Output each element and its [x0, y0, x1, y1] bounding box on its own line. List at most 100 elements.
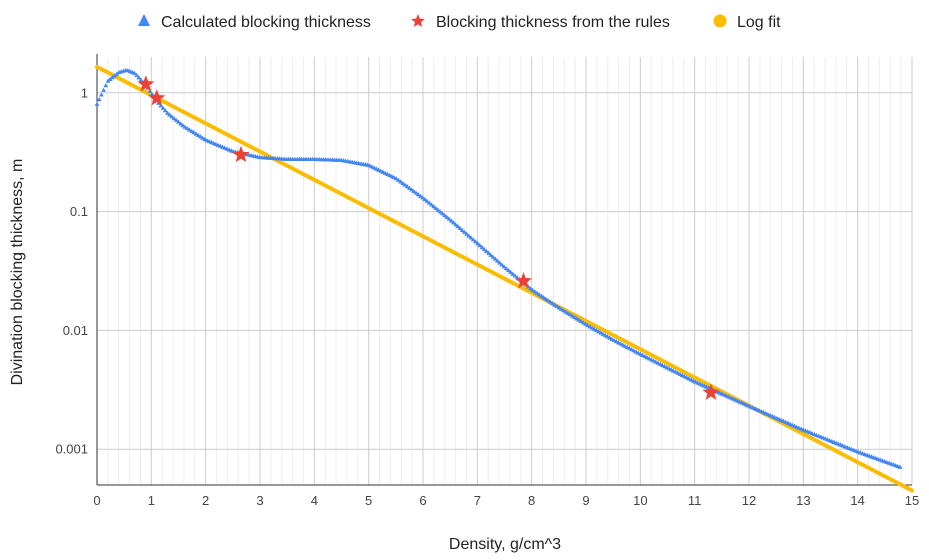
data-point: [512, 273, 518, 278]
data-point: [148, 89, 166, 106]
data-point: [508, 269, 513, 274]
y-tick-label: 1: [81, 85, 88, 100]
data-point: [495, 258, 500, 263]
data-point: [501, 264, 507, 269]
x-tick-label: 10: [633, 493, 647, 508]
x-tick-label: 7: [474, 493, 481, 508]
data-point: [497, 260, 502, 265]
data-point: [552, 302, 557, 307]
data-point: [448, 218, 454, 223]
x-tick-label: 0: [93, 493, 100, 508]
data-point: [446, 216, 452, 221]
data-point: [536, 292, 542, 297]
data-point: [490, 254, 496, 259]
data-point: [134, 72, 139, 77]
data-point: [418, 193, 423, 198]
circle-icon: [713, 14, 727, 28]
data-point: [137, 75, 155, 92]
data-point: [486, 250, 491, 255]
data-point: [440, 211, 445, 216]
data-point: [510, 271, 516, 276]
y-tick-label: 0.001: [55, 442, 88, 457]
data-point: [162, 108, 168, 113]
legend-item-rules[interactable]: Blocking thickness from the rules: [411, 14, 670, 31]
data-point: [400, 180, 406, 186]
data-point: [451, 220, 456, 225]
data-point: [404, 184, 410, 189]
data-point: [477, 242, 483, 248]
x-axis-title: Density, g/cm^3: [449, 536, 561, 553]
data-point: [165, 110, 170, 115]
data-point: [158, 103, 164, 108]
data-point: [470, 237, 476, 242]
data-point: [455, 223, 461, 229]
x-tick-label: 9: [582, 493, 589, 508]
data-point: [232, 145, 250, 163]
data-point: [393, 176, 399, 181]
data-point: [160, 105, 166, 110]
data-point: [532, 289, 538, 294]
x-tick-label: 11: [688, 493, 702, 508]
data-point: [492, 256, 498, 261]
data-point: [479, 244, 485, 250]
grid: [96, 54, 913, 486]
x-tick-label: 5: [365, 493, 372, 508]
data-point: [178, 121, 183, 126]
data-point: [114, 71, 120, 76]
data-point: [506, 267, 511, 273]
data-point: [398, 179, 403, 184]
data-point: [466, 233, 472, 238]
x-tick-label: 4: [311, 493, 318, 508]
x-tick-label: 3: [256, 493, 263, 508]
data-point: [464, 231, 469, 236]
data-point: [136, 75, 142, 80]
y-axis-title: Divination blocking thickness, m: [9, 159, 26, 386]
x-tick-label: 14: [850, 493, 864, 508]
data-point: [173, 117, 179, 122]
data-point: [545, 297, 551, 303]
legend-item-calculated[interactable]: Calculated blocking thickness: [138, 14, 371, 31]
data-point: [539, 293, 544, 298]
legend-item-log-fit[interactable]: Log fit: [713, 14, 782, 31]
data-point: [488, 252, 494, 257]
y-tick-label: 0.1: [70, 204, 88, 219]
data-point: [541, 295, 546, 300]
data-point: [424, 198, 430, 203]
data-point: [475, 241, 480, 246]
x-tick-label: 13: [796, 493, 810, 508]
data-point: [167, 112, 172, 117]
data-point: [96, 97, 102, 102]
x-tick-label: 15: [905, 493, 919, 508]
star-icon: [411, 14, 425, 27]
data-point: [444, 214, 450, 219]
data-point: [897, 464, 903, 469]
data-point: [514, 272, 533, 289]
data-point: [534, 290, 540, 295]
data-point: [99, 92, 104, 97]
data-point: [453, 222, 458, 227]
x-tick-label: 2: [202, 493, 209, 508]
data-point: [554, 303, 560, 309]
data-point: [147, 88, 153, 93]
data-point: [169, 114, 175, 119]
plot-area: [94, 64, 914, 493]
data-point: [468, 235, 474, 240]
rules-series: [137, 75, 720, 400]
data-point: [402, 182, 408, 187]
legend-label: Blocking thickness from the rules: [436, 14, 670, 31]
data-point: [499, 262, 505, 267]
data-point: [503, 266, 509, 271]
data-point: [442, 212, 447, 218]
data-point: [473, 239, 478, 244]
data-point: [411, 188, 417, 194]
data-point: [132, 70, 137, 75]
data-point: [547, 299, 553, 304]
legend: Calculated blocking thickness Blocking t…: [138, 14, 781, 31]
data-point: [457, 225, 463, 231]
log-fit-line: [95, 64, 914, 493]
legend-label: Log fit: [737, 14, 781, 31]
data-point: [702, 383, 720, 400]
x-tick-label: 12: [742, 493, 756, 508]
data-point: [413, 190, 419, 195]
